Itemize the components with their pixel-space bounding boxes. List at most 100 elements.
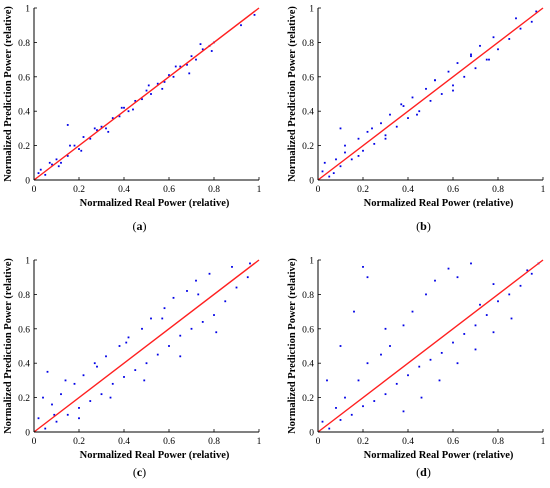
data-point <box>231 265 233 268</box>
reference-line <box>33 259 260 433</box>
data-point <box>328 427 331 430</box>
data-point <box>470 262 472 265</box>
data-point <box>530 20 533 23</box>
data-point <box>515 17 517 20</box>
data-point <box>156 353 159 356</box>
data-point <box>44 427 47 430</box>
data-point <box>357 137 360 140</box>
data-point <box>474 67 477 70</box>
data-point <box>332 172 335 175</box>
data-point <box>402 410 405 413</box>
y-tick-label: 0 <box>309 177 314 187</box>
data-point <box>510 317 513 320</box>
caption-letter: d <box>420 465 427 479</box>
data-point <box>147 84 150 87</box>
scatter-panel-d: 0 0.2 0.4 0.6 0.8 1 0 0.2 0.4 0.6 0.8 1 Normalized R… <box>287 257 546 480</box>
data-point <box>82 374 85 377</box>
y-tick-label: 0.8 <box>302 39 314 49</box>
reference-line <box>317 7 544 181</box>
data-point <box>479 44 481 47</box>
data-point <box>145 89 148 92</box>
y-axis-title: Normalized Prediction Power (relative) <box>287 6 298 182</box>
data-point <box>384 327 387 330</box>
data-point <box>492 331 495 334</box>
data-point <box>407 117 409 119</box>
data-point <box>78 148 80 150</box>
y-tick-label: 1 <box>25 5 30 15</box>
data-point <box>215 331 218 334</box>
reference-line <box>33 7 260 181</box>
data-point <box>60 161 62 164</box>
data-point <box>105 127 107 130</box>
data-point <box>132 108 134 111</box>
data-point <box>78 417 80 420</box>
x-tick-label: 0.2 <box>357 185 369 195</box>
x-tick-label: 0.6 <box>163 437 175 447</box>
panel-caption: (a) <box>133 219 147 233</box>
data-point <box>235 286 238 289</box>
data-point <box>109 396 112 399</box>
data-point <box>463 75 466 78</box>
data-point <box>172 75 175 78</box>
data-point <box>168 74 170 76</box>
data-point <box>373 400 376 402</box>
data-point <box>195 58 197 61</box>
data-points <box>321 10 538 178</box>
data-point <box>249 262 251 265</box>
data-point <box>89 400 92 402</box>
data-point <box>373 142 376 145</box>
data-point <box>418 365 421 368</box>
data-point <box>37 417 40 420</box>
data-point <box>411 310 414 313</box>
data-point <box>150 317 152 320</box>
data-point <box>134 99 137 102</box>
y-tick-label: 0.8 <box>302 291 314 301</box>
caption-letter: b <box>420 219 427 233</box>
data-point <box>350 158 353 161</box>
data-point <box>452 89 454 92</box>
data-point <box>456 362 459 365</box>
data-point <box>186 63 188 66</box>
y-tick-label: 0.2 <box>18 394 30 404</box>
data-point <box>93 127 96 130</box>
caption-open: ( <box>416 465 420 479</box>
data-point <box>82 136 85 138</box>
reference-line <box>317 259 544 433</box>
data-point <box>447 267 450 270</box>
data-point <box>42 396 44 399</box>
data-point <box>199 43 202 46</box>
y-tick-label: 0.4 <box>18 360 30 370</box>
x-tick-label: 0 <box>32 437 37 447</box>
data-point <box>326 379 328 382</box>
data-points <box>321 262 540 430</box>
data-point <box>48 161 51 164</box>
data-point <box>456 276 459 279</box>
data-point <box>55 420 58 423</box>
data-point <box>201 48 204 51</box>
data-point <box>141 98 143 101</box>
x-tick-label: 0.8 <box>492 185 504 195</box>
data-point <box>179 355 182 358</box>
data-point <box>107 130 110 133</box>
data-point <box>123 376 125 378</box>
data-point <box>344 396 346 399</box>
data-point <box>168 345 170 347</box>
y-tick-label: 1 <box>25 257 30 267</box>
data-points <box>37 262 251 430</box>
data-point <box>456 62 459 64</box>
caption-close: ) <box>427 465 431 479</box>
data-point <box>362 149 364 152</box>
data-point <box>440 351 443 354</box>
data-point <box>69 144 71 147</box>
data-point <box>411 96 414 99</box>
x-tick-label: 0.4 <box>402 185 414 195</box>
data-point <box>416 113 418 116</box>
data-point <box>492 36 495 39</box>
data-point <box>51 163 53 166</box>
data-point <box>190 327 193 330</box>
data-point <box>118 345 121 347</box>
data-point <box>246 276 249 279</box>
y-tick-label: 1 <box>309 5 314 15</box>
data-point <box>380 122 382 125</box>
data-point <box>134 369 137 371</box>
